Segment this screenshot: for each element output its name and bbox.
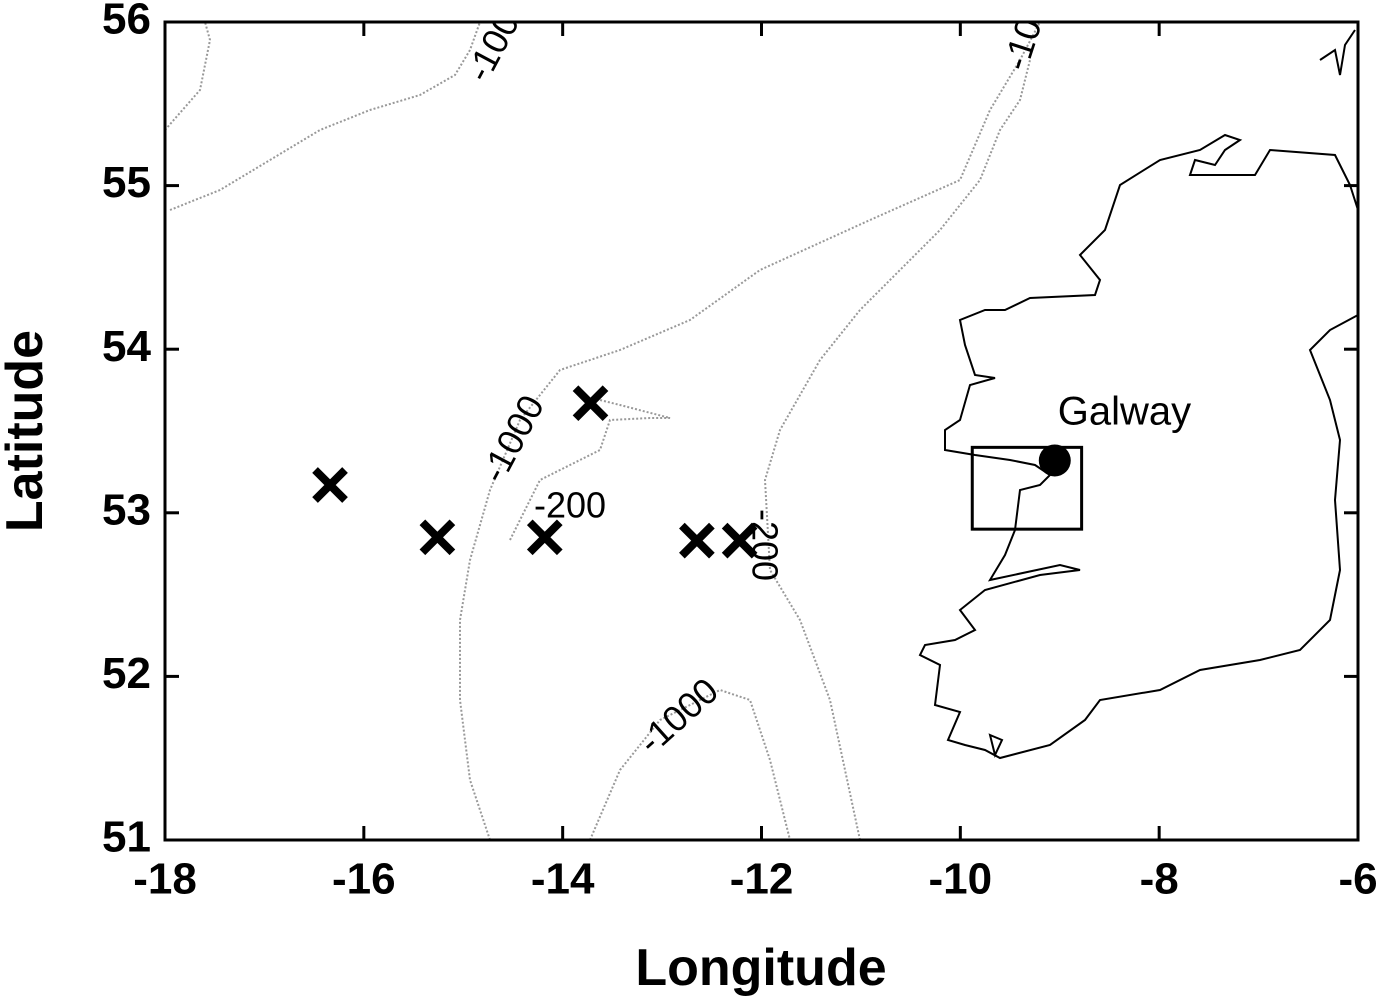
contour [509, 399, 671, 541]
basemap [165, 22, 1358, 840]
x-marker [679, 522, 715, 559]
contour [169, 22, 481, 211]
x-tick-label: -14 [531, 855, 595, 904]
x-marker [721, 522, 758, 559]
x-marker [572, 385, 609, 422]
contour-label: -1000 [473, 388, 552, 489]
contour-label: -200 [534, 485, 606, 526]
x-tick-label: -10 [929, 855, 993, 904]
contour-label: -100 [457, 5, 527, 88]
y-tick-label: 54 [102, 322, 151, 371]
y-axis-label: Latitude [0, 330, 54, 532]
contour [165, 22, 212, 131]
contour [589, 688, 791, 840]
x-axis-label: Longitude [635, 939, 886, 997]
coastline [1319, 29, 1356, 76]
y-tick-label: 52 [102, 649, 151, 698]
coastline [918, 133, 1358, 760]
x-tick-label: -12 [730, 855, 794, 904]
study-box [970, 445, 1084, 531]
x-marker [419, 519, 456, 556]
y-tick-label: 51 [102, 813, 151, 862]
y-tick-label: 53 [102, 485, 151, 534]
city-marker [1038, 444, 1071, 477]
x-tick-label: -8 [1140, 855, 1179, 904]
city-label: Galway [1058, 389, 1191, 433]
x-tick-label: -16 [332, 855, 396, 904]
contour-label: -1000 [630, 670, 726, 762]
x-tick-label: -6 [1338, 855, 1376, 904]
contour-label: -200 [744, 509, 785, 581]
contour [763, 59, 1031, 840]
x-marker [312, 467, 348, 503]
y-tick-label: 56 [102, 0, 151, 44]
x-marker [526, 519, 563, 556]
y-tick-label: 55 [102, 158, 151, 207]
x-tick-label: -18 [133, 855, 197, 904]
contour [459, 22, 1041, 840]
coastline [988, 733, 1004, 758]
contour-labels: -1000-200-1000-200-100 -10 [457, 5, 1049, 762]
